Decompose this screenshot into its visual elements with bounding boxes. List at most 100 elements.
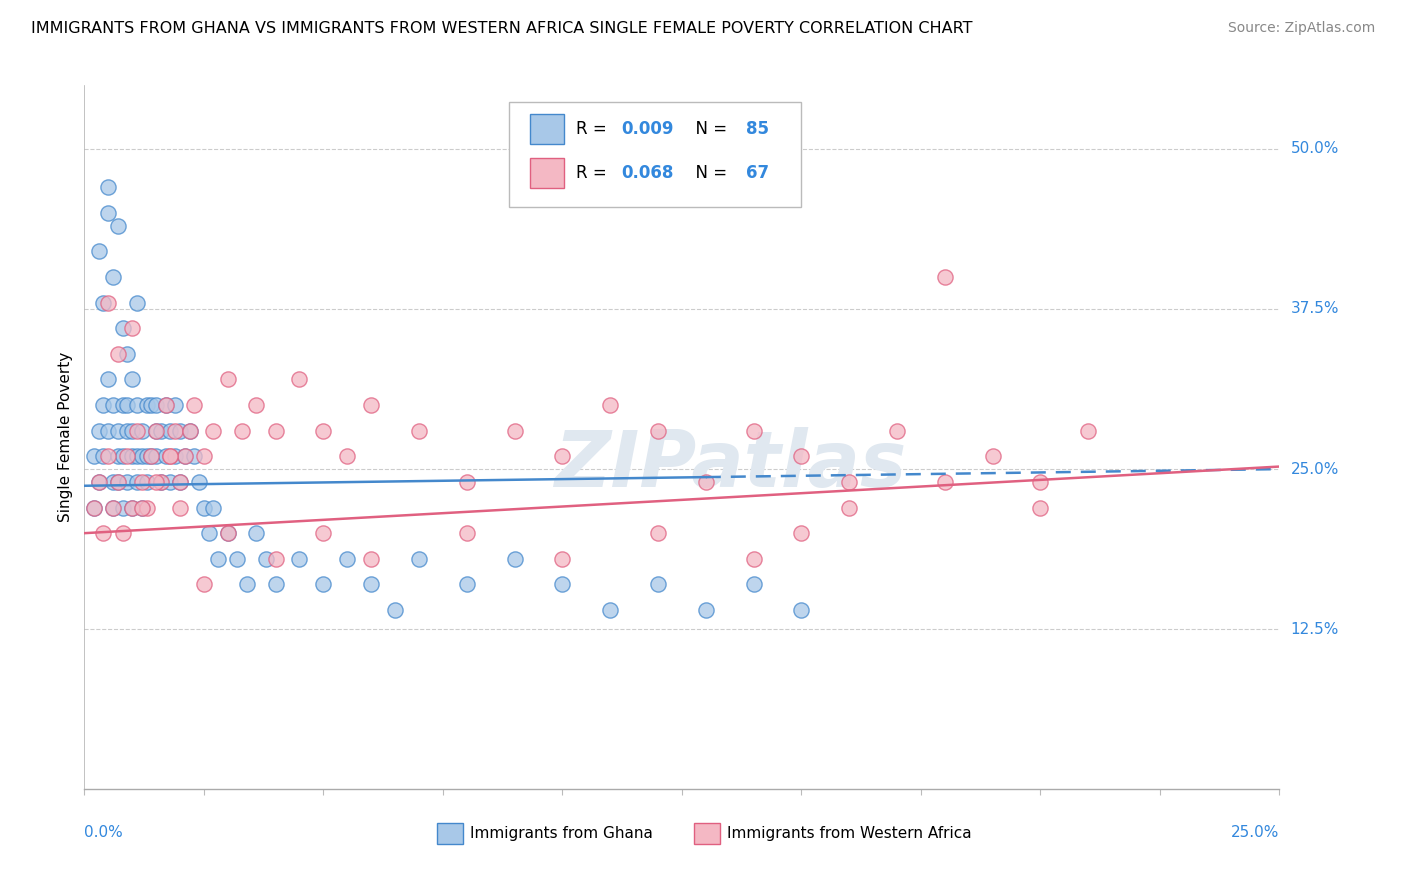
Point: [97, 372, 120, 386]
Point: [312, 577, 335, 591]
Point: [226, 551, 249, 566]
Point: [408, 551, 430, 566]
Point: [169, 475, 191, 489]
Point: [145, 475, 167, 489]
Point: [599, 398, 621, 412]
Point: [107, 450, 129, 464]
Point: [456, 577, 478, 591]
Point: [107, 475, 129, 489]
Point: [97, 206, 120, 220]
Text: 0.0%: 0.0%: [84, 824, 124, 839]
Point: [121, 500, 143, 515]
Text: R =: R =: [575, 120, 612, 138]
Point: [264, 424, 287, 438]
Point: [155, 450, 177, 464]
Point: [97, 295, 120, 310]
Point: [169, 475, 191, 489]
Point: [145, 424, 167, 438]
Point: [159, 475, 181, 489]
Point: [503, 551, 526, 566]
Point: [207, 551, 229, 566]
Text: Source: ZipAtlas.com: Source: ZipAtlas.com: [1227, 21, 1375, 36]
Point: [97, 180, 120, 194]
Text: 12.5%: 12.5%: [1291, 622, 1339, 637]
Point: [165, 450, 187, 464]
Point: [135, 398, 157, 412]
Point: [790, 603, 813, 617]
Point: [159, 450, 181, 464]
Point: [83, 500, 105, 515]
Point: [111, 321, 134, 335]
Text: 25.0%: 25.0%: [1291, 462, 1339, 476]
Point: [121, 500, 143, 515]
Text: IMMIGRANTS FROM GHANA VS IMMIGRANTS FROM WESTERN AFRICA SINGLE FEMALE POVERTY CO: IMMIGRANTS FROM GHANA VS IMMIGRANTS FROM…: [31, 21, 973, 37]
Point: [742, 577, 765, 591]
Point: [155, 398, 177, 412]
Point: [1077, 424, 1099, 438]
Text: R =: R =: [575, 164, 612, 182]
Point: [695, 603, 717, 617]
Text: 50.0%: 50.0%: [1291, 141, 1339, 156]
Point: [217, 526, 239, 541]
Point: [165, 398, 187, 412]
Text: ZIPatlas: ZIPatlas: [554, 427, 905, 503]
Point: [121, 372, 143, 386]
Point: [254, 551, 277, 566]
Point: [193, 450, 215, 464]
Point: [1029, 475, 1052, 489]
Point: [551, 551, 574, 566]
Point: [131, 475, 153, 489]
Point: [83, 500, 105, 515]
Point: [188, 475, 211, 489]
Point: [117, 398, 139, 412]
Point: [87, 475, 110, 489]
Point: [155, 398, 177, 412]
Point: [312, 526, 335, 541]
Point: [336, 450, 359, 464]
FancyBboxPatch shape: [530, 114, 564, 144]
Point: [790, 450, 813, 464]
Point: [93, 295, 115, 310]
Point: [125, 398, 148, 412]
Point: [101, 500, 124, 515]
Point: [264, 551, 287, 566]
Point: [695, 475, 717, 489]
Point: [101, 269, 124, 284]
Point: [117, 475, 139, 489]
Point: [121, 424, 143, 438]
Point: [125, 450, 148, 464]
Point: [456, 475, 478, 489]
Point: [179, 424, 201, 438]
Point: [312, 424, 335, 438]
Point: [264, 577, 287, 591]
Point: [647, 577, 669, 591]
Point: [202, 424, 225, 438]
Point: [131, 424, 153, 438]
Point: [647, 424, 669, 438]
Point: [360, 577, 382, 591]
Point: [149, 475, 172, 489]
Point: [236, 577, 259, 591]
Point: [97, 450, 120, 464]
Point: [87, 475, 110, 489]
Point: [159, 424, 181, 438]
Point: [83, 450, 105, 464]
Point: [173, 450, 195, 464]
Point: [111, 500, 134, 515]
Point: [934, 475, 956, 489]
Point: [101, 475, 124, 489]
Point: [87, 424, 110, 438]
Text: Immigrants from Western Africa: Immigrants from Western Africa: [727, 826, 972, 840]
Y-axis label: Single Female Poverty: Single Female Poverty: [58, 352, 73, 522]
Point: [107, 347, 129, 361]
Point: [1029, 500, 1052, 515]
Point: [117, 424, 139, 438]
Point: [197, 526, 219, 541]
Text: 25.0%: 25.0%: [1232, 824, 1279, 839]
Point: [111, 398, 134, 412]
Point: [135, 475, 157, 489]
FancyBboxPatch shape: [695, 822, 720, 844]
Point: [838, 500, 860, 515]
Point: [193, 500, 215, 515]
Point: [360, 551, 382, 566]
